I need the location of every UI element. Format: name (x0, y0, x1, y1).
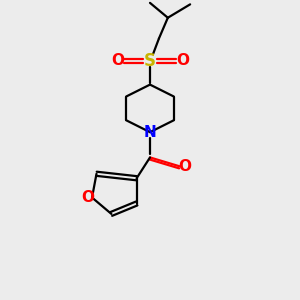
Text: O: O (178, 159, 192, 174)
Text: O: O (176, 53, 189, 68)
Text: O: O (111, 53, 124, 68)
Text: O: O (81, 190, 94, 205)
Text: N: N (144, 125, 156, 140)
Text: S: S (144, 52, 156, 70)
